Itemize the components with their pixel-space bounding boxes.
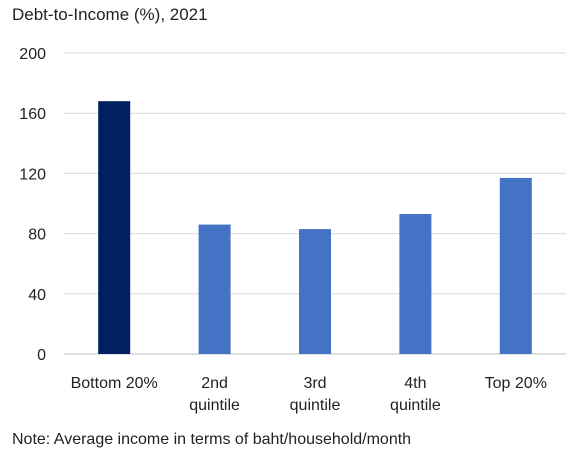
x-category-label: 2nd quintile — [189, 375, 240, 414]
bar — [299, 229, 331, 354]
y-tick-label: 80 — [28, 227, 46, 244]
y-tick-label: 160 — [19, 106, 46, 123]
x-category-label: Bottom 20% — [71, 375, 158, 392]
x-axis-category-labels: Bottom 20% 2nd quintile 3rd quintile 4th quint… — [71, 375, 547, 414]
chart-title: Debt-to-Income (%), 2021 — [12, 5, 208, 24]
y-tick-label: 120 — [19, 166, 46, 183]
chart-note: Note: Average income in terms of baht/ho… — [12, 431, 412, 448]
y-tick-label: 40 — [28, 287, 46, 304]
x-category-label: Top 20% — [485, 375, 547, 392]
bar — [399, 214, 432, 354]
bar — [98, 101, 131, 354]
y-axis-tick-labels: 0 40 80 120 160 200 — [19, 46, 46, 364]
x-category-label: 3rd quintile — [290, 375, 341, 414]
bar — [499, 177, 532, 354]
y-tick-label: 200 — [19, 46, 46, 63]
x-category-label: 4th quintile — [390, 375, 441, 414]
y-tick-label: 0 — [37, 347, 46, 364]
bars — [98, 101, 532, 354]
bar — [198, 224, 231, 354]
